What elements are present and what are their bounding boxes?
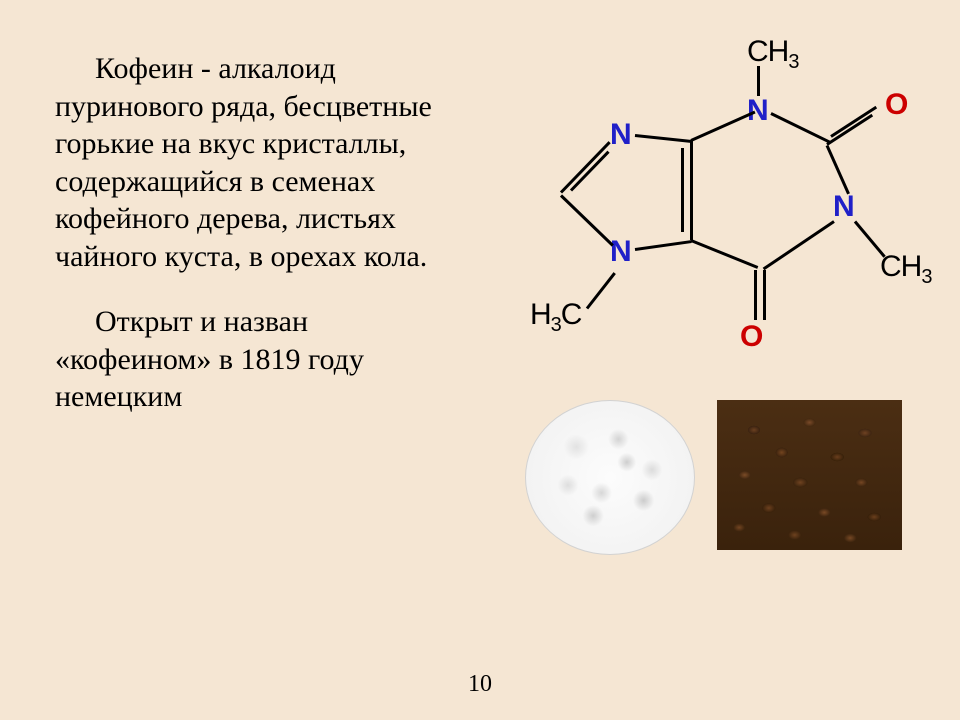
photo-row — [525, 400, 930, 555]
atom-n-pyr-top: N — [747, 94, 768, 128]
bond — [690, 239, 758, 269]
bond — [763, 270, 766, 320]
bond — [560, 141, 611, 193]
bond — [770, 112, 831, 144]
bond — [681, 148, 684, 232]
coffee-beans-image — [717, 400, 902, 550]
bond — [560, 194, 614, 246]
atom-o-bottom: O — [740, 320, 762, 354]
atom-o-top: O — [885, 88, 907, 122]
bond — [754, 270, 757, 320]
atom-ch3-right: CH3 — [880, 250, 931, 289]
term-caffeine: Кофеин — [95, 52, 193, 85]
bond — [690, 140, 693, 240]
atom-n-imid-top: N — [610, 118, 631, 152]
bond — [635, 134, 691, 143]
bond — [854, 221, 886, 258]
atom-h3c-left: H3C — [530, 298, 581, 337]
bond — [690, 111, 755, 142]
bond — [570, 151, 610, 192]
caffeine-structure: N N N N O O CH3 CH3 H3C — [505, 40, 925, 370]
graphics-column: N N N N O O CH3 CH3 H3C — [485, 50, 930, 555]
bond — [826, 114, 873, 146]
paragraph-1: Кофеин - алкалоид пуринового ряда, бесцв… — [55, 50, 470, 275]
bond — [830, 106, 877, 138]
paragraph-2: Открыт и назван «кофеином» в 1819 году н… — [55, 303, 470, 416]
text-column: Кофеин - алкалоид пуринового ряда, бесцв… — [55, 50, 485, 555]
atom-n-pyr-right: N — [833, 190, 854, 224]
crystals-image — [525, 400, 695, 555]
bond — [757, 66, 760, 96]
atom-ch3-top: CH3 — [747, 35, 798, 74]
page-number: 10 — [0, 671, 960, 698]
para1-rest: - алкалоид пуринового ряда, бесцветные г… — [55, 52, 432, 273]
bond — [763, 220, 835, 270]
bond — [586, 272, 616, 309]
slide-content: Кофеин - алкалоид пуринового ряда, бесцв… — [0, 0, 960, 565]
bond — [635, 240, 692, 251]
bond — [826, 145, 850, 195]
atom-n-imid-bot: N — [610, 235, 631, 269]
